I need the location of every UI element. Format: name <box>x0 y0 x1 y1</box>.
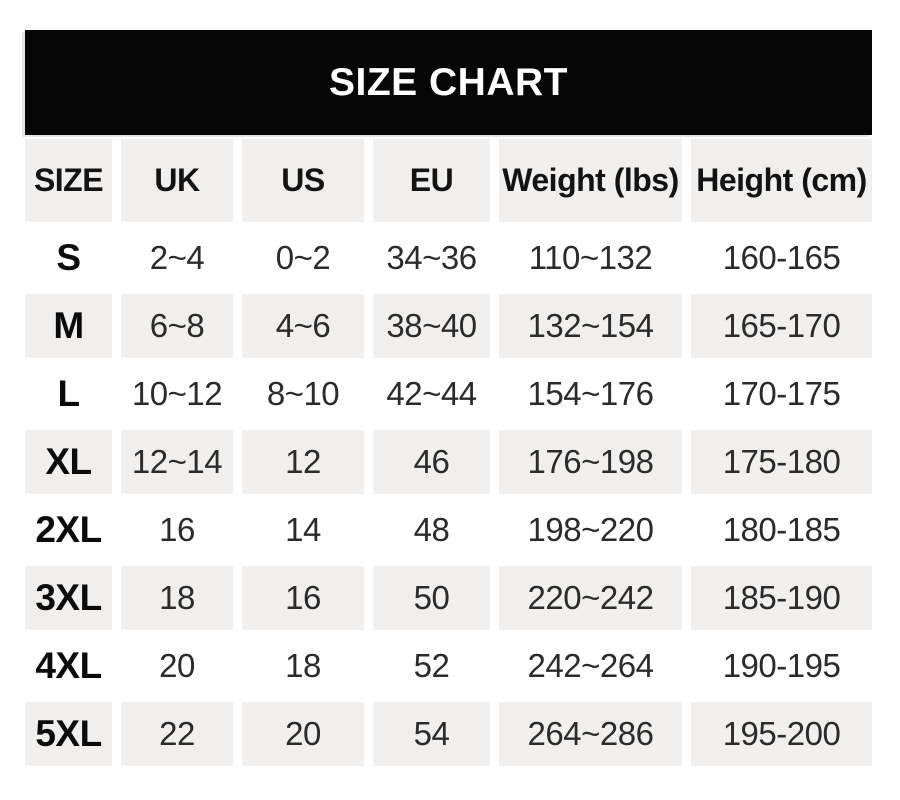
size-label: L <box>57 373 80 414</box>
table-row-3xl: 3XL 18 16 50 220~242 185-190 <box>25 566 872 630</box>
eu-value: 52 <box>413 647 450 684</box>
column-header-size: SIZE <box>25 139 112 222</box>
size-chart-banner: SIZE CHART <box>25 30 872 135</box>
column-header-height: Height (cm) <box>691 139 872 222</box>
eu-value: 46 <box>373 430 490 494</box>
size-label: 4XL <box>35 645 102 686</box>
weight-value: 264~286 <box>499 702 682 766</box>
column-header-us: US <box>242 139 364 222</box>
size-label: XL <box>25 430 112 494</box>
header-row: SIZE UK US EU Weight (lbs) Height (cm) <box>25 139 872 222</box>
weight-value: 132~154 <box>499 294 682 358</box>
table-row-l: L 10~12 8~10 42~44 154~176 170-175 <box>25 362 872 426</box>
weight-value: 176~198 <box>499 430 682 494</box>
us-value: 0~2 <box>275 239 331 276</box>
eu-value: 50 <box>373 566 490 630</box>
uk-value: 22 <box>121 702 233 766</box>
eu-value: 38~40 <box>373 294 490 358</box>
eu-value: 48 <box>413 511 450 548</box>
uk-value: 6~8 <box>121 294 233 358</box>
us-value: 16 <box>242 566 364 630</box>
column-header-uk: UK <box>121 139 233 222</box>
weight-value: 110~132 <box>528 239 653 276</box>
weight-value: 220~242 <box>499 566 682 630</box>
us-value: 12 <box>242 430 364 494</box>
table-row-2xl: 2XL 16 14 48 198~220 180-185 <box>25 498 872 562</box>
us-value: 14 <box>285 511 321 548</box>
table-row-xl: XL 12~14 12 46 176~198 175-180 <box>25 430 872 494</box>
uk-value: 2~4 <box>149 239 205 276</box>
height-value: 165-170 <box>691 294 872 358</box>
size-label: 2XL <box>35 509 102 550</box>
us-value: 20 <box>242 702 364 766</box>
uk-value: 10~12 <box>131 375 223 412</box>
size-chart-table: SIZE UK US EU Weight (lbs) Height (cm) S… <box>16 135 881 770</box>
us-value: 8~10 <box>266 375 340 412</box>
size-label: S <box>56 237 81 278</box>
uk-value: 18 <box>121 566 233 630</box>
height-value: 190-195 <box>722 647 841 684</box>
weight-value: 154~176 <box>527 375 654 412</box>
weight-value: 242~264 <box>527 647 654 684</box>
weight-value: 198~220 <box>527 511 654 548</box>
height-value: 160-165 <box>722 239 841 276</box>
table-row-4xl: 4XL 20 18 52 242~264 190-195 <box>25 634 872 698</box>
height-value: 170-175 <box>722 375 841 412</box>
size-label: 3XL <box>25 566 112 630</box>
eu-value: 42~44 <box>386 375 477 412</box>
uk-value: 20 <box>159 647 195 684</box>
height-value: 175-180 <box>691 430 872 494</box>
us-value: 4~6 <box>242 294 364 358</box>
height-value: 180-185 <box>722 511 841 548</box>
table-row-5xl: 5XL 22 20 54 264~286 195-200 <box>25 702 872 766</box>
height-value: 185-190 <box>691 566 872 630</box>
eu-value: 34~36 <box>386 239 477 276</box>
table-row-s: S 2~4 0~2 34~36 110~132 160-165 <box>25 226 872 290</box>
column-header-eu: EU <box>373 139 490 222</box>
uk-value: 16 <box>159 511 195 548</box>
height-value: 195-200 <box>691 702 872 766</box>
uk-value: 12~14 <box>121 430 233 494</box>
page-title: SIZE CHART <box>329 60 568 104</box>
column-header-weight: Weight (lbs) <box>499 139 682 222</box>
eu-value: 54 <box>373 702 490 766</box>
us-value: 18 <box>285 647 321 684</box>
size-label: M <box>25 294 112 358</box>
size-label: 5XL <box>25 702 112 766</box>
table-row-m: M 6~8 4~6 38~40 132~154 165-170 <box>25 294 872 358</box>
